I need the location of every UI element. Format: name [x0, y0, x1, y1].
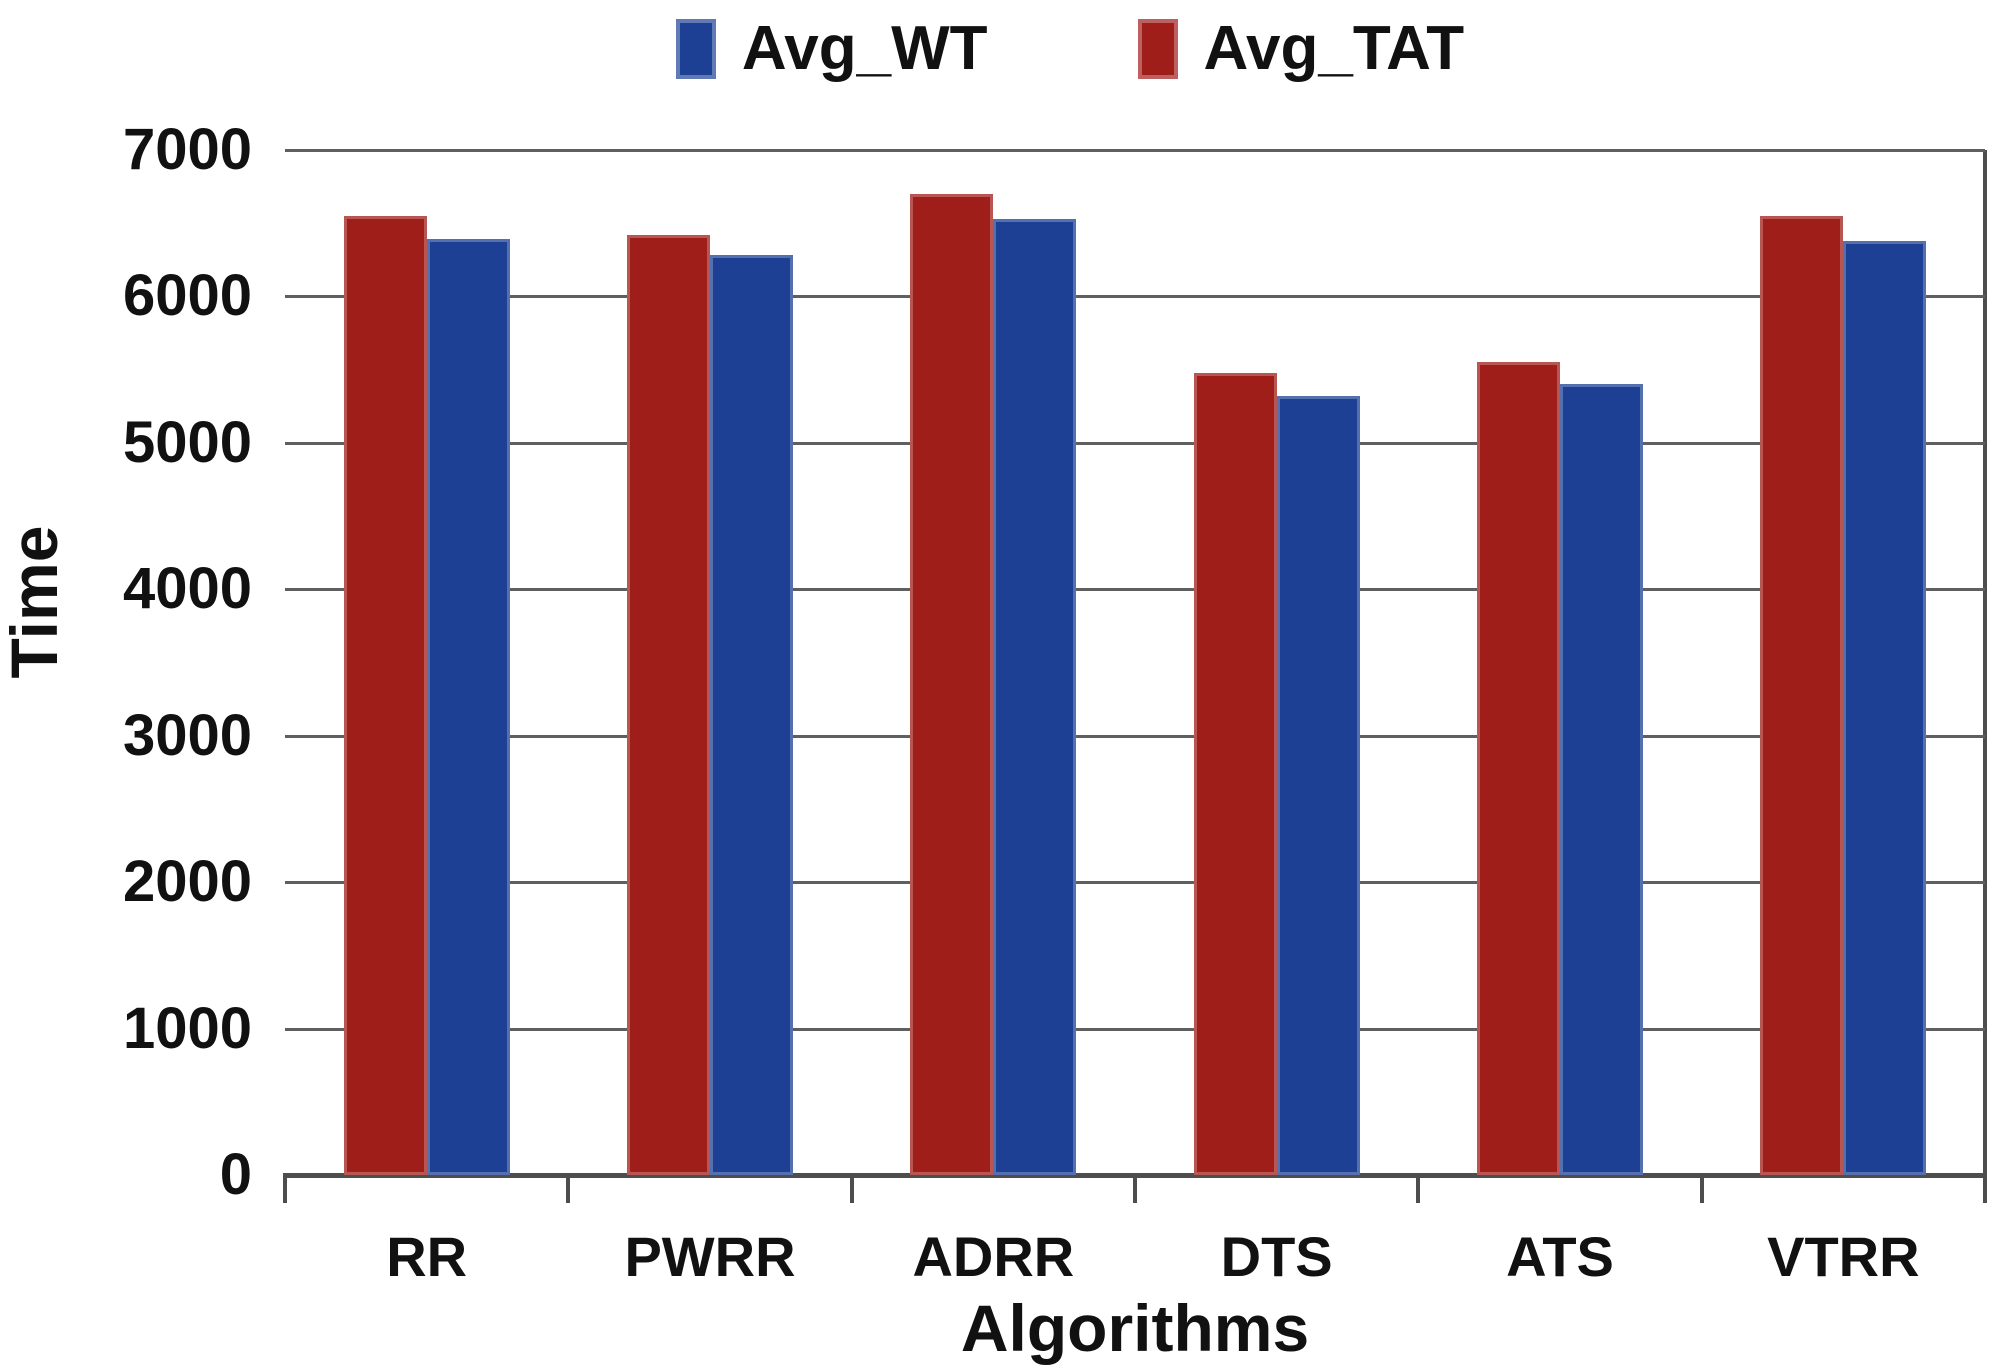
legend-swatch-icon: [675, 19, 716, 79]
y-tick-label: 1000: [122, 995, 252, 1061]
bar-avg_tat-rr: [343, 215, 427, 1175]
legend-item-avg_wt: Avg_WT: [675, 14, 988, 84]
y-tick-label: 6000: [122, 263, 252, 329]
x-axis-tick: [1699, 1177, 1704, 1203]
x-axis-tick: [1983, 1177, 1987, 1203]
bar-avg_wt-ats: [1560, 384, 1643, 1175]
chart-legend: Avg_WT Avg_TAT: [70, 14, 2000, 84]
x-axis-line: [283, 1173, 1987, 1178]
legend-item-avg_tat: Avg_TAT: [1137, 14, 1465, 84]
plot-area: [283, 149, 1987, 1203]
gridline-y-6000: [285, 295, 1985, 299]
gridline-y-1000: [285, 1027, 1985, 1031]
x-category-label-vtrr: VTRR: [1767, 1225, 1920, 1288]
x-axis-tick: [283, 1177, 287, 1203]
x-axis-tick: [1133, 1177, 1137, 1203]
gridline-y-5000: [285, 441, 1985, 445]
bar-avg_wt-vtrr: [1843, 240, 1927, 1175]
x-axis-tick: [849, 1177, 854, 1203]
x-category-label-ats: ATS: [1506, 1225, 1614, 1288]
x-category-label-rr: RR: [386, 1225, 468, 1288]
x-category-label-dts: DTS: [1220, 1225, 1333, 1288]
x-category-label-adrr: ADRR: [912, 1225, 1075, 1288]
x-axis-title: Algorithms: [960, 1291, 1310, 1365]
gridline-y-4000: [285, 588, 1985, 592]
bar-avg_wt-adrr: [993, 218, 1077, 1175]
legend-swatch-icon: [1137, 19, 1178, 79]
y-tick-label: 2000: [122, 849, 252, 915]
y-tick-label: 4000: [122, 556, 252, 622]
bar-avg_tat-adrr: [910, 193, 994, 1175]
legend-label: Avg_WT: [741, 14, 988, 83]
y-tick-label: 0: [219, 1142, 252, 1207]
bar-avg_wt-pwrr: [710, 255, 793, 1175]
bar-avg_tat-dts: [1193, 372, 1277, 1175]
bar-avg_wt-dts: [1276, 396, 1360, 1175]
x-axis-tick: [566, 1177, 571, 1203]
gridline-y-2000: [285, 881, 1985, 885]
y-tick-label: 7000: [122, 117, 252, 182]
bar-avg_tat-ats: [1477, 362, 1560, 1175]
plot-right-border: [1983, 150, 1987, 1175]
legend-label: Avg_TAT: [1203, 14, 1465, 83]
bar-avg_wt-rr: [426, 239, 510, 1175]
gridline-y-7000: [285, 149, 1985, 152]
gridline-y-3000: [285, 734, 1985, 738]
bar-avg_tat-vtrr: [1760, 215, 1844, 1175]
y-tick-label: 3000: [122, 702, 252, 768]
bar-avg_tat-pwrr: [627, 234, 710, 1175]
x-axis-tick: [1416, 1177, 1421, 1203]
x-category-label-pwrr: PWRR: [624, 1225, 796, 1288]
y-tick-label: 5000: [122, 409, 252, 475]
